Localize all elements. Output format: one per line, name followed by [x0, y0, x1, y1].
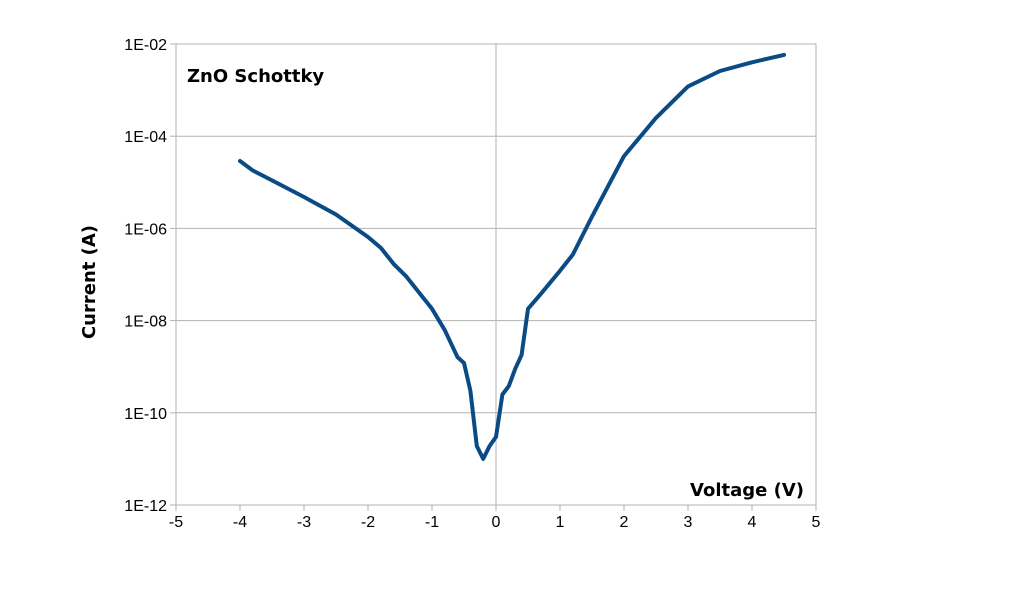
x-tick-label: 5 — [812, 514, 821, 531]
y-tick-label: 1E-12 — [124, 498, 167, 515]
y-axis-label: Current (A) — [79, 225, 100, 339]
y-tick-label: 1E-06 — [124, 221, 167, 238]
x-tick-labels: -5 -4 -3 -2 -1 0 1 2 3 4 5 — [169, 514, 821, 531]
x-tick-label: 1 — [556, 514, 565, 531]
y-tick-label: 1E-10 — [124, 406, 167, 423]
x-tick-label: -2 — [361, 514, 375, 531]
y-tick-labels: 1E-12 1E-10 1E-08 1E-06 1E-04 1E-02 — [124, 37, 167, 515]
x-tick-label: -1 — [425, 514, 439, 531]
x-tick-label: -5 — [169, 514, 183, 531]
x-tick-label: -3 — [297, 514, 311, 531]
x-tick-label: 4 — [748, 514, 757, 531]
y-tick-label: 1E-08 — [124, 314, 167, 331]
x-tick-label: 0 — [492, 514, 501, 531]
y-tick-label: 1E-02 — [124, 37, 167, 54]
x-tick-label: 2 — [620, 514, 629, 531]
chart-annotation: ZnO Schottky — [187, 66, 324, 87]
x-tick-label: 3 — [684, 514, 693, 531]
x-axis-label: Voltage (V) — [690, 480, 804, 501]
current-voltage-curve — [238, 52, 786, 461]
x-tick-label: -4 — [233, 514, 247, 531]
y-tick-label: 1E-04 — [124, 129, 167, 146]
